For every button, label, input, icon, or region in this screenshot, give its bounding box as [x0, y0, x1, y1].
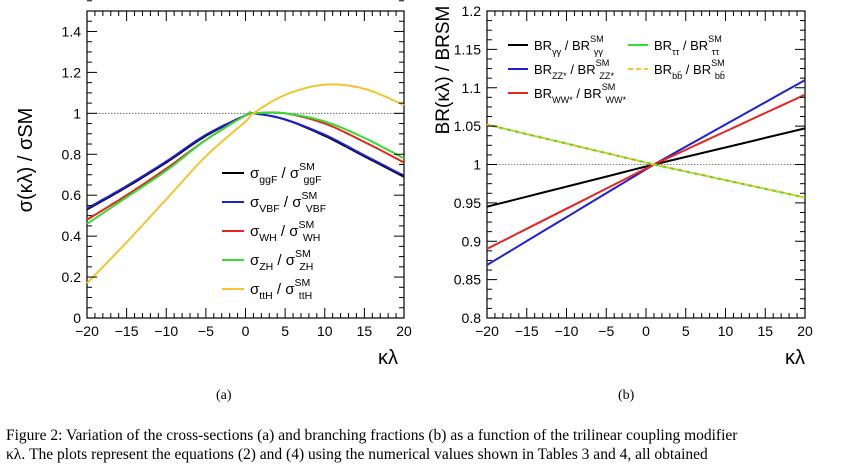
series-line-b-4 — [486, 123, 806, 199]
y-tick-label: 0 — [73, 310, 81, 326]
legend-label: σWH / σSM WH — [250, 219, 320, 244]
y-tick-label: 1.05 — [454, 118, 481, 134]
legend-a: σggF / σSM ggF σVBF / σSM VBF σWH / σSM WH σZH… — [222, 161, 326, 302]
y-tick-label: 0.6 — [62, 187, 82, 203]
x-tick-label: −10 — [555, 323, 579, 339]
y-tick-label: 1.2 — [462, 3, 482, 19]
caption-line-1: Figure 2: Variation of the cross-section… — [6, 427, 738, 444]
x-tick-label: −15 — [515, 323, 539, 339]
legend-label: BRbb̄ / BRSM bb̄ — [654, 58, 725, 81]
x-tick-label: 20 — [396, 323, 412, 339]
x-tick-label: −5 — [598, 323, 614, 339]
legend-label: BRττ / BRSM ττ — [654, 34, 722, 57]
x-tick-label: −15 — [115, 323, 139, 339]
x-axis-label-a: κλ — [378, 347, 398, 369]
y-tick-label: 1.2 — [62, 64, 82, 80]
series-line-a-3 — [86, 111, 405, 225]
y-tick-label: 1.15 — [454, 41, 481, 57]
panel-a-label: (a) — [216, 388, 232, 403]
y-tick-label: 0.2 — [62, 269, 82, 285]
x-tick-label: 5 — [281, 323, 289, 339]
y-tick-label: 0.4 — [62, 228, 82, 244]
legend-label: BRWW* / BRSM WW* — [534, 82, 627, 105]
legend-label: σZH / σSM ZH — [250, 248, 313, 273]
x-tick-label: 0 — [642, 323, 650, 339]
y-axis-label-a: σ(κλ) / σSM — [15, 108, 37, 213]
legend-label: BRZZ* / BRSM ZZ* — [534, 58, 614, 81]
legend-b: BRγγ / BRSM γγ BRττ / BRSM ττ BRZZ* / BRSM ZZ… — [508, 34, 725, 105]
x-tick-label: 20 — [797, 323, 813, 339]
y-tick-label: 1.4 — [62, 23, 82, 39]
x-tick-label: −5 — [198, 323, 214, 339]
panel-b-label: (b) — [618, 388, 635, 403]
legend-label: σVBF / σSM VBF — [250, 190, 326, 215]
figure-caption: Figure 2: Variation of the cross-section… — [6, 426, 846, 464]
x-tick-label: −20 — [75, 323, 99, 339]
cross-section-chart: −20 −15 −10 −5 0 5 10 15 2000.20.40.60.811.21.4 … — [15, 0, 412, 369]
x-tick-label: −20 — [475, 323, 499, 339]
y-axis-label-b: BR(κλ) / BRSM — [433, 6, 454, 135]
caption-line-2: κλ. The plots represent the equations (2… — [6, 446, 708, 463]
x-tick-label: −10 — [154, 323, 178, 339]
series-line-a-4 — [86, 83, 405, 284]
legend-label: BRγγ / BRSM γγ — [534, 34, 604, 57]
y-tick-label: 1 — [473, 157, 481, 173]
y-tick-label: 0.8 — [62, 146, 82, 162]
y-tick-label: 0.9 — [462, 233, 482, 249]
x-tick-label: 5 — [682, 323, 690, 339]
y-tick-label: 0.8 — [462, 310, 482, 326]
y-tick-label: 0.85 — [454, 272, 481, 288]
x-axis-label-b: κλ — [785, 347, 805, 369]
x-tick-label: 0 — [242, 323, 250, 339]
y-tick-label: 1.1 — [462, 80, 482, 96]
y-tick-label: 1 — [73, 105, 81, 121]
x-tick-label: 10 — [718, 323, 734, 339]
legend-label: σggF / σSM ggF — [250, 161, 322, 186]
x-tick-label: 10 — [317, 323, 333, 339]
plot-frame-a — [86, 10, 405, 319]
x-tick-label: 15 — [757, 323, 773, 339]
x-tick-label: 15 — [357, 323, 373, 339]
y-tick-label: 0.95 — [454, 195, 481, 211]
branching-fraction-chart: −20 −15 −10 −5 0 5 10 15 20 0.8 0.85 0.9 0.95 1 1.05 1.… — [433, 3, 813, 369]
legend-label: σttH / σSM ttH — [250, 277, 312, 302]
